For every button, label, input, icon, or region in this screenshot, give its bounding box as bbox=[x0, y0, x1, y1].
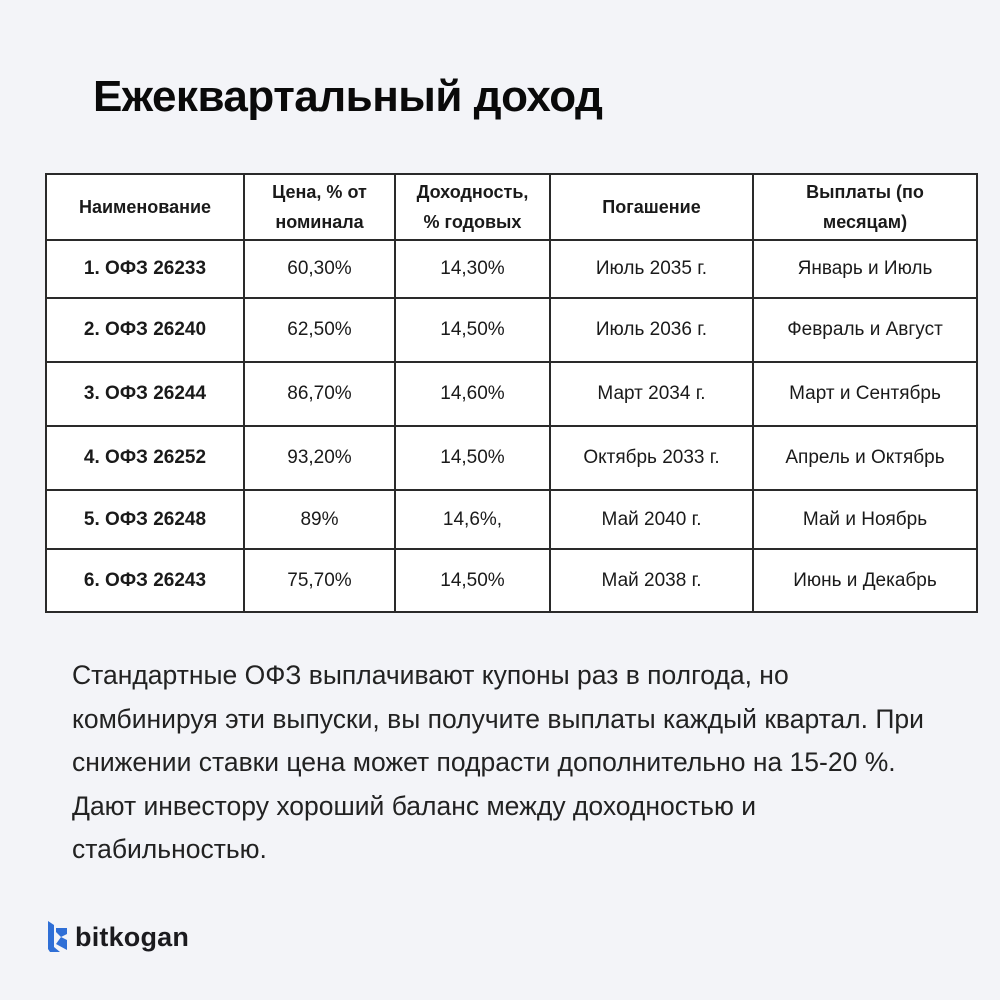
bond-yield: 14,50% bbox=[394, 425, 551, 491]
table-header-row: Наименование Цена, % от номинала Доходно… bbox=[45, 173, 978, 241]
bond-yield: 14,50% bbox=[394, 297, 551, 363]
page-title: Ежеквартальный доход bbox=[93, 72, 603, 121]
bond-yield: 14,6%, bbox=[394, 489, 551, 550]
bond-price: 60,30% bbox=[243, 239, 396, 299]
table-row: 5. ОФЗ 26248 89% 14,6%, Май 2040 г. Май … bbox=[45, 489, 978, 550]
bond-name: 2. ОФЗ 26240 bbox=[45, 297, 245, 363]
table-row: 1. ОФЗ 26233 60,30% 14,30% Июль 2035 г. … bbox=[45, 239, 978, 299]
bond-payments: Январь и Июль bbox=[752, 239, 978, 299]
description-paragraph: Стандартные ОФЗ выплачивают купоны раз в… bbox=[72, 660, 924, 864]
bond-yield: 14,30% bbox=[394, 239, 551, 299]
brand-logo: bitkogan bbox=[47, 920, 189, 954]
logo-text: bitkogan bbox=[75, 921, 190, 952]
bond-yield: 14,60% bbox=[394, 361, 551, 427]
bitkogan-logo-icon bbox=[47, 920, 69, 954]
bond-maturity: Март 2034 г. bbox=[549, 361, 754, 427]
bond-maturity: Октябрь 2033 г. bbox=[549, 425, 754, 491]
bond-payments: Июнь и Декабрь bbox=[752, 548, 978, 613]
bond-name: 3. ОФЗ 26244 bbox=[45, 361, 245, 427]
bond-maturity: Июль 2035 г. bbox=[549, 239, 754, 299]
bond-price: 75,70% bbox=[243, 548, 396, 613]
table-row: 6. ОФЗ 26243 75,70% 14,50% Май 2038 г. И… bbox=[45, 548, 978, 613]
header-yield: Доходность, % годовых bbox=[394, 173, 551, 241]
bond-name: 4. ОФЗ 26252 bbox=[45, 425, 245, 491]
bonds-table: Наименование Цена, % от номинала Доходно… bbox=[45, 173, 978, 613]
bond-name: 6. ОФЗ 26243 bbox=[45, 548, 245, 613]
bond-payments: Февраль и Август bbox=[752, 297, 978, 363]
header-maturity: Погашение bbox=[549, 173, 754, 241]
bond-maturity: Июль 2036 г. bbox=[549, 297, 754, 363]
table-row: 2. ОФЗ 26240 62,50% 14,50% Июль 2036 г. … bbox=[45, 297, 978, 363]
bond-payments: Май и Ноябрь bbox=[752, 489, 978, 550]
table-row: 4. ОФЗ 26252 93,20% 14,50% Октябрь 2033 … bbox=[45, 425, 978, 491]
bond-payments: Апрель и Октябрь bbox=[752, 425, 978, 491]
bond-maturity: Май 2038 г. bbox=[549, 548, 754, 613]
header-name: Наименование bbox=[45, 173, 245, 241]
bond-price: 62,50% bbox=[243, 297, 396, 363]
bond-price: 93,20% bbox=[243, 425, 396, 491]
bond-yield: 14,50% bbox=[394, 548, 551, 613]
bond-name: 1. ОФЗ 26233 bbox=[45, 239, 245, 299]
table-row: 3. ОФЗ 26244 86,70% 14,60% Март 2034 г. … bbox=[45, 361, 978, 427]
bond-maturity: Май 2040 г. bbox=[549, 489, 754, 550]
bond-price: 86,70% bbox=[243, 361, 396, 427]
header-payments: Выплаты (по месяцам) bbox=[752, 173, 978, 241]
bond-price: 89% bbox=[243, 489, 396, 550]
header-price: Цена, % от номинала bbox=[243, 173, 396, 241]
bond-name: 5. ОФЗ 26248 bbox=[45, 489, 245, 550]
bond-payments: Март и Сентябрь bbox=[752, 361, 978, 427]
